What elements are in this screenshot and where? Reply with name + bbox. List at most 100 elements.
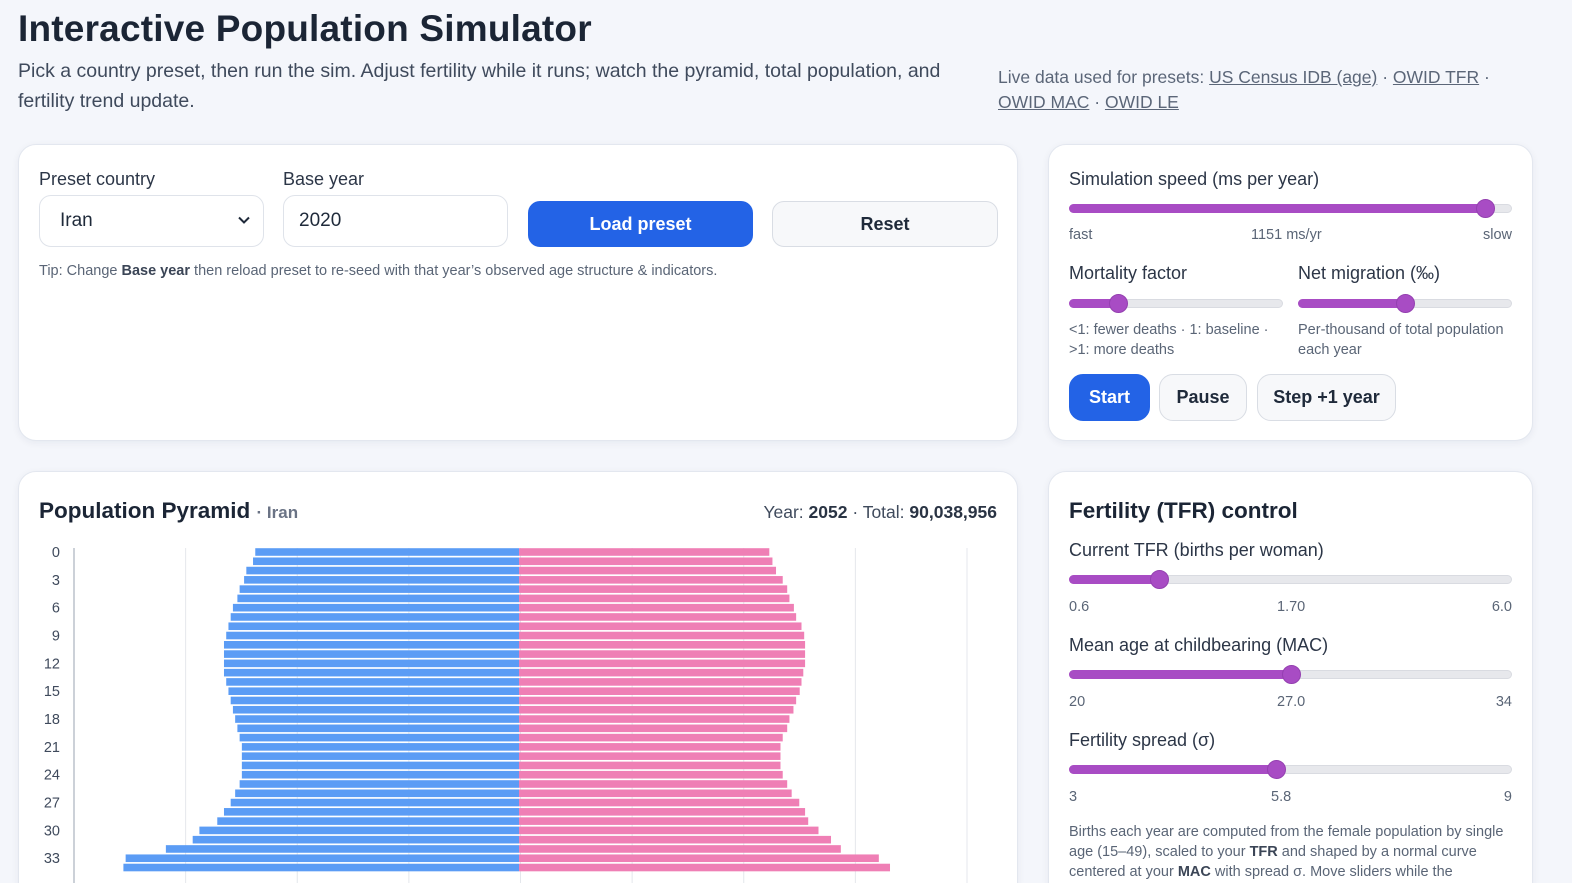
- speed-label: Simulation speed (ms per year): [1069, 169, 1320, 189]
- reset-button[interactable]: Reset: [772, 201, 998, 247]
- page-subtitle: Pick a country preset, then run the sim.…: [18, 60, 941, 112]
- pyramid-bar-left: [237, 724, 519, 733]
- tfr-value: 1.70: [1277, 599, 1306, 615]
- spread-max: 9: [1503, 789, 1512, 805]
- pyramid-bar-left: [125, 854, 519, 863]
- start-button[interactable]: Start: [1069, 374, 1150, 421]
- pyramid-bar-left: [228, 622, 519, 631]
- pyramid-tick-label: 12: [44, 656, 60, 672]
- step-year-button[interactable]: Step +1 year: [1257, 374, 1396, 421]
- spread-slider-thumb[interactable]: [1266, 760, 1286, 779]
- year-total-readout: Year: 2052 · Total: 90,038,956: [763, 502, 997, 523]
- base-year-input[interactable]: 2020: [283, 195, 508, 247]
- mortality-slider[interactable]: [1069, 291, 1283, 315]
- pyramid-bar-right: [519, 724, 788, 733]
- pyramid-bar-right: [519, 622, 802, 631]
- pyramid-tick-label: 27: [44, 796, 60, 812]
- spread-slider[interactable]: [1069, 757, 1512, 781]
- pyramid-title-text: Population Pyramid: [39, 498, 251, 523]
- source-link-owid-le[interactable]: OWID LE: [1104, 92, 1179, 112]
- mac-value: 27.0: [1277, 694, 1306, 710]
- pyramid-tick-label: 9: [52, 629, 60, 645]
- pyramid-bar-right: [519, 845, 841, 853]
- fertility-card: Fertility (TFR) control Current TFR (bir…: [1048, 471, 1533, 883]
- speed-min-label: fast: [1069, 227, 1093, 243]
- help-tfr: TFR: [1249, 844, 1278, 860]
- preset-country-value: Iran: [60, 210, 93, 231]
- pyramid-bar-left: [246, 566, 519, 575]
- pyramid-tick-label: 0: [52, 545, 60, 561]
- source-link-owid-tfr[interactable]: OWID TFR: [1392, 67, 1480, 87]
- spread-label: Fertility spread (σ): [1069, 730, 1216, 750]
- migration-slider-thumb[interactable]: [1396, 294, 1415, 313]
- mortality-slider-thumb[interactable]: [1109, 294, 1129, 313]
- migration-label: Net migration (‰): [1298, 263, 1441, 283]
- source-link-owid-mac[interactable]: OWID MAC: [998, 92, 1090, 112]
- pyramid-bar-right: [519, 835, 832, 844]
- total-label: · Total:: [847, 502, 910, 522]
- pyramid-bar-right: [519, 789, 792, 798]
- pyramid-bar-left: [239, 780, 519, 788]
- pyramid-bar-left: [123, 863, 519, 872]
- mortality-help: <1: fewer deaths · 1: baseline · >1: mor…: [1069, 322, 1269, 358]
- tfr-slider[interactable]: [1069, 567, 1512, 591]
- mac-label: Mean age at childbearing (MAC): [1069, 635, 1329, 655]
- pyramid-bar-right: [519, 613, 797, 621]
- pause-button[interactable]: Pause: [1159, 374, 1247, 421]
- pyramid-bar-right: [519, 557, 773, 566]
- pyramid-bar-left: [226, 678, 519, 686]
- pyramid-tick-label: 30: [44, 823, 60, 839]
- pyramid-tick-label: 21: [44, 740, 60, 756]
- help-part-3: with spread σ. Move sliders while the: [1210, 864, 1453, 880]
- pyramid-bar-left: [192, 835, 519, 844]
- speed-slider[interactable]: [1069, 196, 1512, 220]
- pyramid-bar-right: [519, 715, 790, 723]
- preset-tip: Tip: Change Base year then reload preset…: [39, 263, 717, 279]
- pyramid-bar-left: [226, 631, 519, 640]
- spread-value: 5.8: [1271, 789, 1292, 805]
- pyramid-bar-left: [165, 845, 519, 853]
- pyramid-tick-label: 6: [52, 601, 60, 617]
- pyramid-bar-right: [519, 817, 809, 825]
- mac-slider-thumb[interactable]: [1281, 665, 1301, 684]
- pyramid-bar-left: [237, 594, 519, 603]
- chevron-down-icon: [238, 216, 250, 224]
- preset-card: Preset country Iran Base year 2020 Load …: [18, 144, 1018, 441]
- pyramid-bar-left: [223, 659, 520, 668]
- tfr-slider-thumb[interactable]: [1150, 570, 1170, 589]
- speed-readout: 1151 ms/yr: [1251, 227, 1322, 243]
- pyramid-bar-left: [235, 789, 519, 798]
- pyramid-bar-left: [228, 687, 519, 695]
- mac-min: 20: [1069, 694, 1086, 710]
- pyramid-tick-label: 3: [52, 573, 60, 589]
- pyramid-bar-right: [519, 770, 783, 779]
- tfr-max: 6.0: [1491, 599, 1512, 615]
- pyramid-bar-left: [253, 557, 519, 566]
- preset-country-select[interactable]: Iran: [39, 195, 264, 247]
- pyramid-bar-left: [223, 641, 520, 649]
- data-sources: Live data used for presets: US Census ID…: [998, 65, 1528, 115]
- sources-separator: ·: [1377, 67, 1393, 87]
- pyramid-bar-left: [230, 613, 519, 621]
- pyramid-tick-label: 18: [44, 712, 60, 728]
- pyramid-bar-left: [230, 798, 519, 807]
- mac-max: 34: [1495, 694, 1512, 710]
- population-pyramid-chart: 0 3 6 9 12 15 18 21 24 27 30 33: [19, 544, 1019, 883]
- source-link-census-idb[interactable]: US Census IDB (age): [1209, 67, 1378, 87]
- pyramid-bar-left: [223, 668, 520, 677]
- pyramid-bar-right: [519, 780, 788, 788]
- pyramid-bar-right: [519, 631, 805, 640]
- pyramid-bar-left: [217, 817, 519, 825]
- pyramid-bar-left: [232, 603, 520, 612]
- pyramid-bar-right: [519, 798, 800, 807]
- pyramid-bar-right: [519, 761, 781, 770]
- mac-slider[interactable]: [1069, 662, 1512, 686]
- pyramid-bar-right: [519, 863, 891, 872]
- help-mac: MAC: [1177, 864, 1211, 880]
- pyramid-bar-right: [519, 548, 770, 556]
- speed-slider-thumb[interactable]: [1476, 199, 1496, 218]
- pyramid-bar-right: [519, 752, 781, 760]
- migration-slider[interactable]: [1298, 291, 1512, 315]
- pyramid-svg: 0 3 6 9 12 15 18 21 24 27 30 33: [44, 545, 968, 883]
- load-preset-button[interactable]: Load preset: [528, 201, 753, 247]
